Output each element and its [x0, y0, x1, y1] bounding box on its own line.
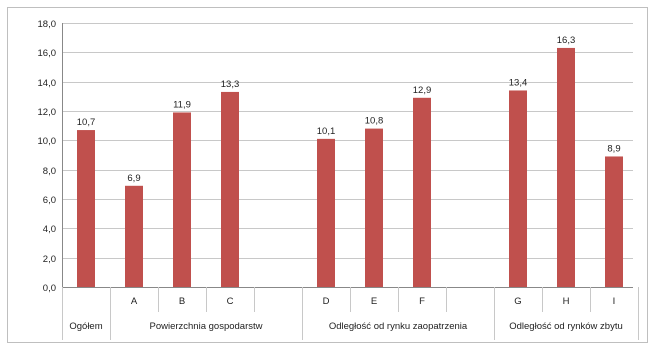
data-label: 6,9 [127, 173, 140, 184]
data-label: 13,3 [221, 79, 240, 90]
group-label: Odległość od rynku zaopatrzenia [329, 321, 468, 332]
y-tick-label: 2,0 [43, 254, 56, 265]
group-label: Odległość od rynków zbytu [509, 321, 623, 332]
category-label: E [371, 296, 377, 307]
y-tick-label: 14,0 [38, 78, 57, 89]
category-label: C [227, 296, 234, 307]
bar [413, 97, 431, 287]
data-label: 8,9 [607, 143, 620, 154]
y-tick-label: 4,0 [43, 224, 56, 235]
bar [77, 130, 95, 287]
y-tick-label: 10,0 [38, 136, 57, 147]
y-tick-label: 6,0 [43, 195, 56, 206]
bar [125, 185, 143, 287]
bars [77, 47, 623, 287]
data-label: 13,4 [509, 77, 528, 88]
gridlines [62, 23, 633, 259]
category-label: G [514, 296, 521, 307]
category-label: D [323, 296, 330, 307]
data-label: 10,8 [365, 116, 384, 127]
category-label: A [131, 296, 138, 307]
bar [605, 156, 623, 287]
bar [557, 47, 575, 287]
data-label: 10,7 [77, 117, 96, 128]
y-tick-label: 16,0 [38, 48, 57, 59]
bar [317, 138, 335, 287]
data-label: 16,3 [557, 35, 576, 46]
bar [221, 91, 239, 287]
bar [509, 90, 527, 287]
data-label: 12,9 [413, 85, 432, 96]
category-label: B [179, 296, 185, 307]
category-label: H [563, 296, 570, 307]
x-axis: A B C D E F G H I Ogółem Powierzchnia gospodarstw O… [62, 23, 639, 340]
data-labels: 10,7 6,9 11,9 13,3 10,1 10,8 12,9 13,4 16,3 8,9 [77, 35, 621, 184]
y-tick-label: 18,0 [38, 19, 57, 30]
group-label: Ogółem [69, 321, 102, 332]
y-tick-label: 0,0 [43, 283, 56, 294]
data-label: 11,9 [173, 99, 191, 110]
y-tick-label: 12,0 [38, 107, 57, 118]
y-tick-label: 8,0 [43, 166, 56, 177]
y-axis-ticks: 0,0 2,0 4,0 6,0 8,0 10,0 12,0 14,0 16,0 18,0 [38, 19, 57, 294]
bar [365, 128, 383, 287]
category-label: I [613, 296, 616, 307]
category-label: F [419, 296, 425, 307]
data-label: 10,1 [317, 126, 336, 137]
group-label: Powierzchnia gospodarstw [149, 321, 262, 332]
bar [173, 112, 191, 287]
